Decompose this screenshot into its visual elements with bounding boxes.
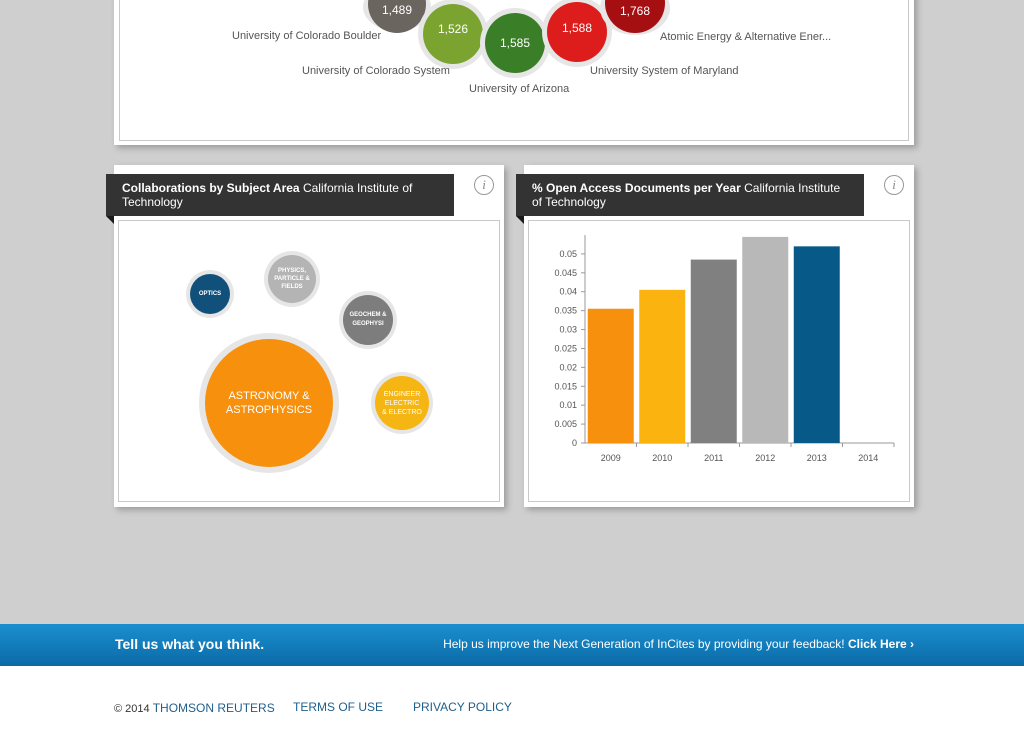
bubble-label: ENGINEER ELECTRIC & ELECTRO bbox=[382, 390, 422, 416]
bubble-optics[interactable]: OPTICS bbox=[190, 274, 230, 314]
bubble-value: 1,526 bbox=[437, 22, 469, 36]
collaborations-panel: Collaborations by Subject Area Californi… bbox=[106, 165, 504, 507]
y-tick-label: 0.02 bbox=[559, 362, 577, 372]
info-icon[interactable]: i bbox=[884, 175, 904, 195]
info-icon[interactable]: i bbox=[474, 175, 494, 195]
y-tick-label: 0.015 bbox=[554, 381, 577, 391]
institution-bubble-panel: 1,489 1,526 1,585 1,588 1,768 University… bbox=[114, 0, 914, 145]
bubble-value: 1,585 bbox=[499, 36, 531, 50]
copyright: © 2014 THOMSON REUTERS bbox=[114, 701, 275, 715]
bubble-geochem[interactable]: GEOCHEM & GEOPHYSI bbox=[343, 295, 393, 345]
oa-chart-container: 0 0.005 0.01 0.015 0.02 0.025 0.03 0.035 0.04 0.0… bbox=[528, 220, 910, 502]
title-fold bbox=[106, 216, 114, 224]
y-tick-label: 0 bbox=[572, 438, 577, 448]
y-tick-label: 0.03 bbox=[559, 325, 577, 335]
footer: © 2014 THOMSON REUTERS TERMS OF USE PRIV… bbox=[0, 666, 1024, 750]
bubble-label: GEOCHEM & GEOPHYSI bbox=[349, 312, 387, 327]
bubble-physics[interactable]: PHYSICS, PARTICLE & FIELDS bbox=[268, 255, 316, 303]
copyright-text: © 2014 bbox=[114, 703, 150, 715]
bubble-label: Atomic Energy & Alternative Ener... bbox=[660, 31, 832, 43]
institution-bubble-chart: 1,489 1,526 1,585 1,588 1,768 University… bbox=[119, 0, 909, 141]
bubble-label: University of Colorado System bbox=[302, 65, 450, 77]
bubble-maryland[interactable]: 1,588 bbox=[547, 2, 607, 62]
bubble-label: University System of Maryland bbox=[590, 65, 739, 77]
y-tick-label: 0.04 bbox=[559, 287, 577, 297]
terms-of-use-link[interactable]: TERMS OF USE bbox=[293, 700, 384, 714]
privacy-policy-link[interactable]: PRIVACY POLICY bbox=[413, 700, 512, 714]
bar-2012 bbox=[742, 236, 789, 443]
bubble-astronomy[interactable]: ASTRONOMY & ASTROPHYSICS bbox=[205, 339, 333, 467]
feedback-title: Tell us what you think. bbox=[115, 636, 265, 652]
x-tick-label: 2011 bbox=[704, 453, 723, 463]
bubble-label: PHYSICS, PARTICLE & FIELDS bbox=[274, 268, 310, 290]
bubble-label: OPTICS bbox=[198, 291, 222, 297]
title-rest: California Institute of Technology bbox=[532, 181, 841, 209]
bubble-value: 1,489 bbox=[381, 3, 413, 17]
title-fold bbox=[516, 216, 524, 224]
x-tick-label: 2010 bbox=[652, 453, 672, 463]
y-tick-label: 0.045 bbox=[554, 268, 577, 278]
panel-title: % Open Access Documents per Year Califor… bbox=[516, 174, 864, 216]
title-rest: California Institute of Technology bbox=[122, 181, 413, 209]
open-access-bar-chart: 0 0.005 0.01 0.015 0.02 0.025 0.03 0.035 0.04 0.0… bbox=[554, 235, 895, 463]
thomson-reuters-link[interactable]: THOMSON REUTERS bbox=[152, 701, 275, 715]
bubble-value: 1,768 bbox=[619, 4, 651, 18]
y-tick-label: 0.025 bbox=[554, 343, 577, 353]
title-bold: % Open Access Documents per Year bbox=[532, 181, 741, 195]
feedback-message: Help us improve the Next Generation of I… bbox=[443, 637, 914, 651]
y-tick-label: 0.035 bbox=[554, 306, 577, 316]
x-tick-label: 2013 bbox=[807, 453, 827, 463]
bar-2011 bbox=[690, 259, 737, 443]
x-tick-label: 2012 bbox=[755, 453, 775, 463]
bubble-arizona[interactable]: 1,585 bbox=[485, 13, 545, 73]
y-tick-label: 0.01 bbox=[559, 400, 577, 410]
bubble-label: University of Colorado Boulder bbox=[232, 30, 382, 42]
bubble-colorado-boulder[interactable]: 1,489 bbox=[368, 0, 426, 33]
x-tick-label: 2009 bbox=[601, 453, 621, 463]
bubble-engineering[interactable]: ENGINEER ELECTRIC & ELECTRO bbox=[375, 376, 429, 430]
subject-bubble-chart: OPTICS PHYSICS, PARTICLE & FIELDS GEOCHE… bbox=[118, 220, 500, 502]
bubble-label: ASTRONOMY & ASTROPHYSICS bbox=[225, 390, 313, 416]
bubble-value: 1,588 bbox=[561, 21, 593, 35]
y-tick-label: 0.05 bbox=[559, 249, 577, 259]
feedback-bar: Tell us what you think. Help us improve … bbox=[0, 624, 1024, 666]
title-bold: Collaborations by Subject Area bbox=[122, 181, 300, 195]
bar-2010 bbox=[639, 289, 686, 443]
bar-2013 bbox=[793, 246, 840, 443]
x-tick-label: 2014 bbox=[858, 453, 878, 463]
bubble-label: University of Arizona bbox=[469, 83, 570, 95]
bubble-colorado-system[interactable]: 1,526 bbox=[423, 4, 483, 64]
y-tick-label: 0.005 bbox=[554, 419, 577, 429]
panel-title: Collaborations by Subject Area Californi… bbox=[106, 174, 454, 216]
bar-2009 bbox=[587, 308, 634, 443]
open-access-panel: % Open Access Documents per Year Califor… bbox=[516, 165, 914, 507]
feedback-text: Help us improve the Next Generation of I… bbox=[443, 637, 845, 651]
feedback-click-here-link[interactable]: Click Here › bbox=[847, 637, 914, 651]
